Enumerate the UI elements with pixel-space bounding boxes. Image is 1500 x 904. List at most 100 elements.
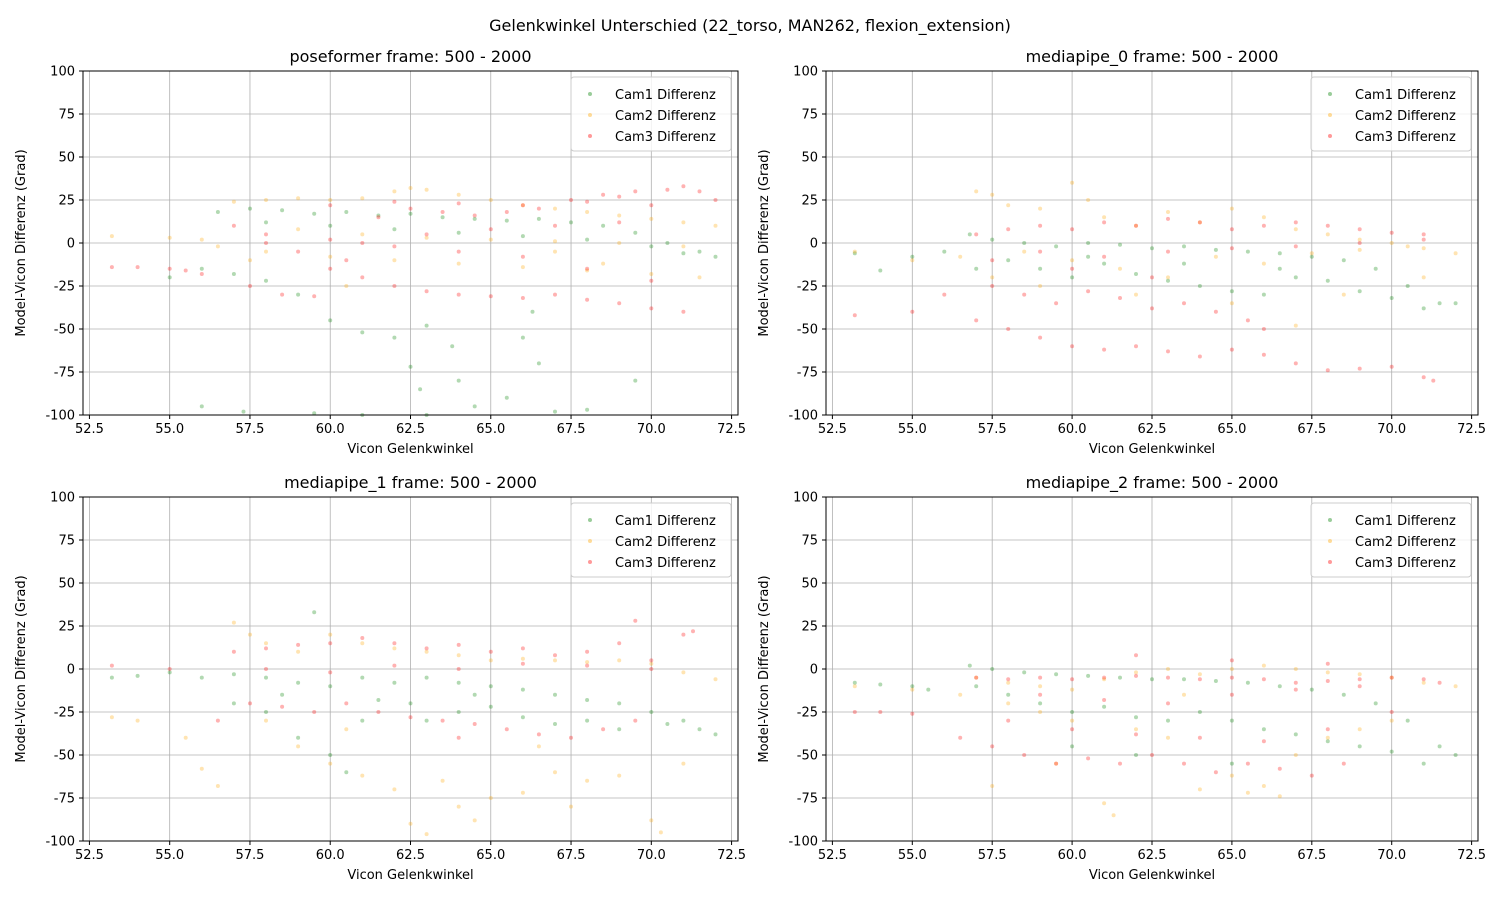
data-point (1134, 344, 1138, 349)
data-point (852, 313, 857, 318)
data-point (328, 254, 333, 259)
x-tick-label: 55.0 (155, 422, 184, 437)
data-point (585, 237, 590, 242)
x-tick-label: 72.5 (1457, 422, 1486, 437)
data-point (691, 629, 695, 634)
data-point (926, 687, 931, 692)
data-point (617, 658, 622, 663)
data-point (1134, 715, 1138, 720)
data-point (1373, 701, 1378, 706)
data-point (440, 778, 445, 783)
data-point (1453, 251, 1458, 256)
data-point (1245, 249, 1250, 254)
data-point (520, 687, 525, 692)
data-point (553, 292, 557, 297)
data-point (601, 192, 606, 197)
data-point (1182, 244, 1186, 249)
data-point (1118, 761, 1122, 766)
data-point (878, 682, 883, 687)
data-point (530, 309, 535, 314)
data-point (1197, 735, 1202, 740)
data-point (910, 309, 915, 314)
series-cam1 (109, 610, 718, 775)
data-point (312, 411, 317, 416)
data-point (1070, 718, 1075, 723)
data-point (424, 323, 429, 328)
data-point (1111, 813, 1116, 818)
y-tick-label: 75 (58, 108, 75, 123)
data-point (418, 387, 423, 392)
series-cam2 (852, 663, 1458, 818)
data-point (109, 663, 114, 668)
data-point (1261, 223, 1266, 228)
series-cam2 (109, 620, 718, 837)
data-point (910, 684, 915, 689)
y-tick-label: 100 (793, 65, 818, 80)
data-point (376, 213, 381, 218)
data-point (520, 646, 525, 651)
data-point (376, 215, 381, 220)
series-cam3 (109, 184, 718, 314)
data-point (456, 261, 461, 266)
x-tick-label: 65.0 (1217, 422, 1246, 437)
data-point (958, 254, 963, 259)
data-point (1389, 710, 1394, 714)
data-point (1261, 663, 1266, 668)
data-point (1421, 237, 1426, 242)
data-point (167, 235, 172, 240)
data-point (1134, 732, 1138, 737)
legend-marker (588, 518, 592, 522)
legend-entry: Cam2 Differenz (615, 109, 716, 124)
data-point (231, 223, 236, 228)
data-point (1277, 684, 1282, 689)
data-point (1022, 292, 1027, 297)
data-point (1229, 667, 1234, 671)
data-point (910, 258, 915, 263)
x-tick-label: 57.5 (235, 422, 264, 437)
data-point (264, 249, 268, 254)
data-point (585, 778, 590, 783)
data-point (536, 732, 541, 737)
data-point (167, 670, 172, 675)
data-point (1022, 249, 1027, 254)
data-point (328, 223, 333, 228)
data-point (974, 266, 979, 271)
data-point (328, 684, 333, 689)
x-tick-label: 72.5 (717, 422, 746, 437)
data-point (1086, 198, 1091, 202)
x-tick-label: 70.0 (637, 422, 666, 437)
data-point (1293, 667, 1298, 671)
legend-entry: Cam2 Differenz (1355, 535, 1456, 550)
data-point (248, 632, 252, 637)
data-point (713, 254, 718, 259)
data-point (1389, 296, 1394, 300)
data-point (569, 220, 573, 225)
data-point (488, 704, 493, 709)
x-tick-label: 70.0 (637, 848, 666, 863)
data-point (1421, 246, 1426, 251)
data-point (553, 223, 557, 228)
data-point (1150, 753, 1154, 757)
legend-box (1310, 76, 1472, 152)
data-point (504, 395, 509, 400)
legend: Cam1 Differenz Cam2 Differenz Cam3 Differe… (570, 502, 732, 578)
data-point (1309, 251, 1314, 256)
data-point (1389, 364, 1394, 369)
data-point (974, 684, 979, 689)
data-point (1197, 710, 1202, 714)
axes-frame (82, 496, 739, 842)
data-point (344, 770, 349, 775)
data-point (852, 251, 857, 256)
data-point (199, 766, 204, 771)
data-point (392, 258, 397, 263)
data-point (456, 710, 461, 714)
legend-box (570, 76, 732, 152)
data-point (472, 692, 477, 697)
y-tick-label: -75 (797, 792, 818, 807)
data-point (264, 718, 268, 723)
y-tick-label: 75 (58, 534, 75, 549)
data-point (1150, 306, 1154, 311)
data-point (852, 684, 857, 689)
data-point (617, 241, 622, 245)
data-point (360, 675, 365, 680)
